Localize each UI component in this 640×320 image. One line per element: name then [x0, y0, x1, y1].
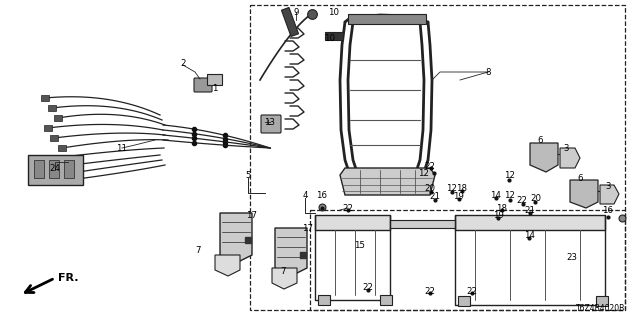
- Text: 19: 19: [493, 211, 504, 220]
- Text: 17: 17: [303, 223, 314, 233]
- Polygon shape: [215, 255, 240, 276]
- Bar: [58, 145, 66, 151]
- Bar: [66, 177, 74, 183]
- Bar: [51, 155, 59, 161]
- Text: 12: 12: [504, 190, 515, 199]
- Text: 24: 24: [49, 164, 61, 172]
- Bar: [50, 135, 58, 141]
- Text: 16: 16: [602, 205, 614, 214]
- Bar: [41, 95, 49, 101]
- Text: 18: 18: [456, 183, 467, 193]
- Text: 20: 20: [531, 194, 541, 203]
- Bar: [348, 14, 426, 24]
- Text: 1: 1: [212, 84, 218, 92]
- Bar: [282, 7, 298, 36]
- Text: 3: 3: [563, 143, 569, 153]
- Polygon shape: [315, 215, 390, 230]
- Bar: [325, 32, 343, 40]
- Text: 22: 22: [342, 204, 353, 212]
- Text: 4: 4: [302, 190, 308, 199]
- Text: 21: 21: [525, 205, 536, 214]
- Polygon shape: [596, 296, 608, 306]
- Polygon shape: [600, 185, 619, 204]
- Text: FR.: FR.: [58, 273, 79, 283]
- Polygon shape: [455, 215, 605, 230]
- Polygon shape: [340, 168, 435, 195]
- Bar: [250, 5, 625, 310]
- FancyBboxPatch shape: [194, 78, 212, 92]
- Bar: [54, 172, 62, 178]
- Text: 19: 19: [452, 191, 463, 201]
- FancyBboxPatch shape: [207, 74, 221, 84]
- Polygon shape: [530, 143, 558, 172]
- Polygon shape: [318, 295, 330, 305]
- Text: 22: 22: [362, 284, 374, 292]
- Text: 7: 7: [195, 245, 201, 254]
- Polygon shape: [220, 213, 252, 262]
- Text: 5: 5: [245, 171, 251, 180]
- Bar: [48, 105, 56, 111]
- Text: 22: 22: [516, 196, 527, 204]
- Text: 16: 16: [317, 190, 328, 199]
- Text: 20: 20: [424, 183, 435, 193]
- Polygon shape: [380, 295, 392, 305]
- FancyBboxPatch shape: [28, 155, 83, 185]
- Text: 2: 2: [180, 59, 186, 68]
- Text: 18: 18: [497, 204, 508, 212]
- Bar: [310, 210, 625, 310]
- Bar: [44, 165, 52, 171]
- Text: 14: 14: [490, 190, 502, 199]
- Polygon shape: [390, 220, 455, 228]
- Text: 23: 23: [566, 253, 577, 262]
- Text: 10: 10: [324, 34, 335, 43]
- Text: 14: 14: [525, 230, 536, 239]
- Polygon shape: [272, 268, 297, 289]
- Text: 6: 6: [577, 173, 583, 182]
- Text: T6Z4B4020B: T6Z4B4020B: [576, 304, 625, 313]
- Text: 11: 11: [116, 143, 127, 153]
- Bar: [44, 125, 52, 131]
- Bar: [34, 160, 44, 178]
- Text: 21: 21: [429, 191, 440, 201]
- Text: 6: 6: [537, 135, 543, 145]
- Text: 22: 22: [424, 162, 435, 171]
- Bar: [49, 160, 59, 178]
- Text: 3: 3: [605, 181, 611, 190]
- Polygon shape: [560, 148, 580, 168]
- Bar: [54, 115, 62, 121]
- Text: 22: 22: [467, 286, 477, 295]
- FancyBboxPatch shape: [261, 115, 281, 133]
- Text: 15: 15: [355, 241, 365, 250]
- Text: 10: 10: [328, 7, 339, 17]
- Text: 9: 9: [293, 7, 299, 17]
- Text: 7: 7: [280, 268, 285, 276]
- Text: 12: 12: [419, 169, 429, 178]
- Text: 8: 8: [485, 68, 491, 76]
- Text: 13: 13: [264, 117, 275, 126]
- Bar: [64, 160, 74, 178]
- Text: 12: 12: [504, 171, 515, 180]
- Text: 22: 22: [424, 286, 435, 295]
- Polygon shape: [458, 296, 470, 306]
- Polygon shape: [275, 228, 307, 275]
- Text: 12: 12: [447, 183, 458, 193]
- Text: 17: 17: [246, 211, 257, 220]
- Polygon shape: [570, 180, 598, 208]
